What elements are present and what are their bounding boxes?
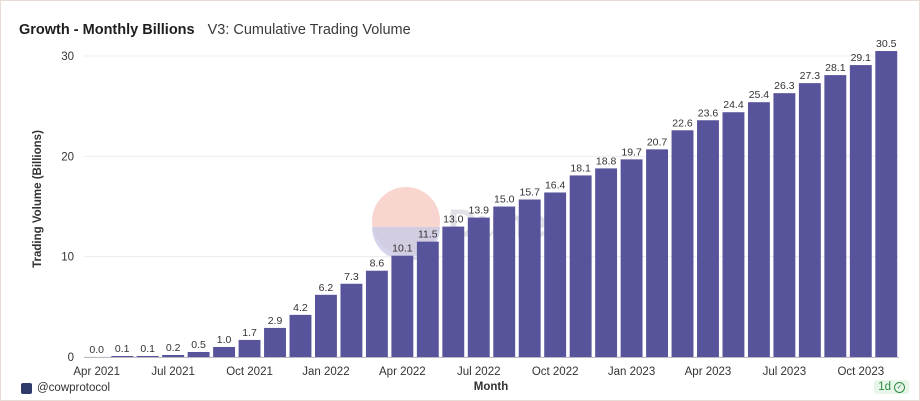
y-tick-label: 0 <box>68 352 74 364</box>
data-label: 11.5 <box>418 229 438 241</box>
data-label: 23.6 <box>698 107 719 119</box>
y-axis-title: Trading Volume (Billions) <box>32 130 44 268</box>
bar <box>722 112 745 357</box>
bar <box>467 217 490 357</box>
data-label: 0.1 <box>115 343 130 355</box>
bars <box>111 51 898 358</box>
chart-header: Growth - Monthly Billions V3: Cumulative… <box>19 22 411 38</box>
y-tick-label: 20 <box>61 151 74 163</box>
x-tick-label: Apr 2023 <box>685 366 732 378</box>
data-label: 0.0 <box>89 344 104 356</box>
y-tick-label: 10 <box>61 252 74 264</box>
data-label: 25.4 <box>749 89 770 101</box>
data-label: 13.9 <box>469 205 490 217</box>
x-tick-label: Jan 2023 <box>608 366 655 378</box>
data-label: 16.4 <box>545 179 566 191</box>
y-axis: 0 10 20 30 Trading Volume (Billions) <box>32 51 74 364</box>
account-attribution[interactable]: @cowprotocol <box>21 382 110 394</box>
bar <box>391 255 414 357</box>
bar <box>187 351 210 357</box>
y-tick-label: 30 <box>61 51 74 63</box>
bar <box>365 270 388 357</box>
bar <box>213 346 236 357</box>
chart-subtitle: V3: Cumulative Trading Volume <box>207 22 411 38</box>
data-label: 2.9 <box>268 315 283 327</box>
data-label: 20.7 <box>647 136 668 148</box>
data-label: 18.1 <box>570 162 591 174</box>
data-labels: 0.0 0.1 0.1 0.2 0.5 1.0 1.7 2.9 4.2 6.2 7.3 8.6 10.1… <box>89 38 896 356</box>
x-tick-label: Oct 2023 <box>837 366 884 378</box>
bar <box>595 168 618 357</box>
bar <box>824 75 847 357</box>
bar <box>416 241 439 357</box>
bar <box>442 226 465 357</box>
bar <box>569 175 592 357</box>
bar <box>493 206 516 357</box>
data-label: 30.5 <box>876 38 897 50</box>
bar <box>315 294 337 357</box>
x-tick-label: Oct 2022 <box>532 366 579 378</box>
x-axis: Apr 2021 Jul 2021 Oct 2021 Jan 2022 Apr 2022… <box>73 357 899 393</box>
bar <box>544 192 567 357</box>
data-label: 8.6 <box>370 258 385 270</box>
x-tick-label: Jan 2022 <box>302 366 349 378</box>
data-label: 27.3 <box>800 70 821 82</box>
x-tick-label: Oct 2021 <box>226 366 273 378</box>
data-label: 10.1 <box>392 243 413 255</box>
bar <box>264 327 286 357</box>
bar <box>875 51 898 358</box>
refresh-badge[interactable]: 1d ✓ <box>874 380 909 394</box>
bar <box>620 159 643 357</box>
bar <box>136 355 159 357</box>
data-label: 13.0 <box>443 214 464 226</box>
bar <box>340 283 363 357</box>
data-label: 4.2 <box>293 302 308 314</box>
refresh-interval: 1d <box>878 381 891 393</box>
bar <box>518 199 541 357</box>
data-label: 1.0 <box>217 334 232 346</box>
data-label: 26.3 <box>774 80 795 92</box>
cowprotocol-avatar-icon <box>21 382 32 394</box>
bar <box>697 120 719 357</box>
data-label: 19.7 <box>621 146 642 158</box>
data-label: 24.4 <box>723 99 744 111</box>
data-label: 15.0 <box>494 194 515 206</box>
data-label: 18.8 <box>596 155 617 167</box>
bar <box>849 65 872 358</box>
bar <box>798 83 821 357</box>
x-tick-label: Jul 2023 <box>763 366 806 378</box>
data-label: 1.7 <box>242 327 257 339</box>
account-handle: @cowprotocol <box>37 382 111 394</box>
x-tick-label: Jul 2021 <box>151 366 194 378</box>
bar <box>747 102 770 357</box>
x-axis-title: Month <box>474 381 508 393</box>
x-tick-label: Apr 2021 <box>73 366 120 378</box>
check-circle-icon: ✓ <box>894 381 905 393</box>
bar <box>238 339 261 357</box>
data-label: 29.1 <box>851 52 872 64</box>
bar <box>162 354 185 357</box>
x-tick-label: Jul 2022 <box>457 366 500 378</box>
bar <box>289 314 312 357</box>
data-label: 28.1 <box>825 62 846 74</box>
data-label: 7.3 <box>344 271 359 283</box>
data-label: 22.6 <box>672 117 693 129</box>
bar <box>111 355 134 357</box>
data-label: 15.7 <box>519 187 540 199</box>
data-label: 0.5 <box>191 339 206 351</box>
data-label: 6.2 <box>319 282 334 294</box>
bar <box>646 149 668 357</box>
x-tick-label: Apr 2022 <box>379 366 426 378</box>
bar <box>773 93 796 358</box>
bar <box>671 130 694 357</box>
chart-title: Growth - Monthly Billions <box>19 22 195 38</box>
data-label: 0.2 <box>166 342 181 354</box>
data-label: 0.1 <box>140 343 155 355</box>
